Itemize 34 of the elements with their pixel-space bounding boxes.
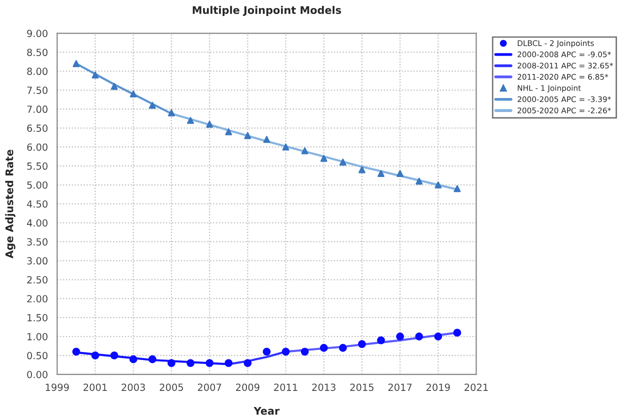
y-tick-label: 0.50 [27, 352, 48, 360]
x-tick-label: 2011 [274, 384, 298, 391]
y-tick-label: 5.00 [27, 181, 48, 189]
y-tick-label: 8.50 [27, 48, 48, 56]
x-tick-label: 2015 [350, 384, 374, 391]
x-tick-label: 2001 [84, 384, 107, 391]
y-tick-label: 4.50 [26, 200, 48, 208]
y-tick-label: 1.50 [28, 314, 48, 322]
y-tick-label: 9.00 [27, 30, 48, 38]
x-tick-label: 2013 [312, 384, 336, 391]
y-tick-label: 6.00 [27, 143, 48, 151]
y-tick-label: 1.00 [28, 332, 48, 340]
y-tick-label: 7.50 [27, 86, 48, 94]
y-tick-label: 5.50 [27, 162, 48, 170]
x-tick-label: 2021 [464, 384, 488, 391]
y-tick-label: 6.50 [27, 124, 48, 132]
x-tick-label: 1999 [46, 384, 69, 391]
y-tick-label: 2.00 [27, 295, 48, 302]
x-tick-label: 2017 [388, 384, 412, 391]
y-tick-label: 3.50 [27, 238, 48, 246]
x-tick-label: 2007 [198, 384, 222, 391]
x-tick-label: 2009 [236, 384, 260, 391]
y-tick-label: 2.50 [27, 276, 48, 284]
y-tick-label: 3.00 [27, 257, 48, 265]
x-tick-label: 2005 [160, 384, 183, 391]
y-tick-label: 8.00 [27, 68, 48, 76]
chart-title: Multiple Joinpoint Models [192, 6, 342, 16]
y-axis-title: Age Adjusted Rate [5, 150, 16, 258]
x-tick-label: 2019 [426, 384, 450, 391]
y-tick-label: 7.00 [27, 106, 48, 113]
x-tick-label: 2003 [122, 384, 145, 391]
y-tick-label: 0.00 [27, 370, 48, 378]
x-axis-title: Year [254, 407, 280, 415]
y-tick-label: 4.00 [26, 219, 48, 227]
